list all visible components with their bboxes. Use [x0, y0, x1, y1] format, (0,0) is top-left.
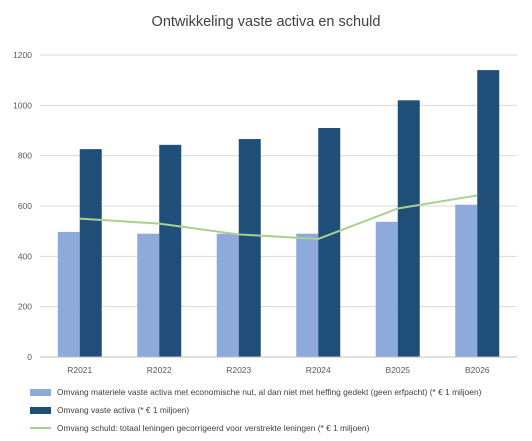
bar: [137, 233, 160, 357]
bar: [397, 100, 420, 358]
axes: 0 200 400 600 800 1000 1200 R2021 R2022 R2023 R202…: [13, 50, 517, 375]
y-tick-label: 200: [18, 302, 32, 312]
x-tick-label: R2021: [67, 365, 92, 375]
legend-label: Omvang vaste activa (* € 1 miljoen): [57, 405, 190, 415]
bar: [57, 231, 80, 357]
bar: [296, 233, 319, 357]
legend-label: Omvang materiele vaste activa met econom…: [57, 387, 482, 397]
bar: [318, 127, 341, 357]
gridlines: [40, 54, 517, 308]
legend-swatch-light-bar: [30, 388, 51, 396]
bar: [375, 221, 398, 357]
y-tick-label: 800: [18, 151, 32, 161]
line-series: [79, 194, 478, 240]
legend-label: Omvang schuld: totaal leningen gecorrige…: [57, 423, 370, 433]
legend-swatch-line: [30, 427, 51, 429]
y-tick-label: 1000: [13, 100, 32, 110]
bar: [455, 204, 478, 357]
series-line: [79, 194, 478, 240]
bar: [238, 139, 261, 357]
y-tick-label: 1200: [13, 50, 32, 60]
x-tick-label: R2024: [306, 365, 331, 375]
legend-item-vaste-activa: Omvang vaste activa (* € 1 miljoen): [30, 405, 189, 415]
bars: [57, 70, 500, 358]
y-tick-label: 600: [18, 201, 32, 211]
bar: [216, 233, 239, 357]
legend-item-materiele-activa: Omvang materiele vaste activa met econom…: [30, 387, 481, 397]
y-tick-label: 400: [18, 251, 32, 261]
legend-item-schuld: Omvang schuld: totaal leningen gecorrige…: [30, 423, 369, 433]
bar: [477, 70, 500, 357]
chart-title: Ontwikkeling vaste activa en schuld: [151, 14, 381, 30]
bar: [79, 149, 102, 357]
x-tick-label: B2026: [465, 365, 490, 375]
x-tick-label: R2023: [226, 365, 251, 375]
x-tick-label: B2025: [385, 365, 410, 375]
bar: [159, 144, 182, 357]
legend-swatch-dark-bar: [30, 406, 51, 414]
x-tick-label: R2022: [147, 365, 172, 375]
y-tick-label: 0: [27, 352, 32, 362]
